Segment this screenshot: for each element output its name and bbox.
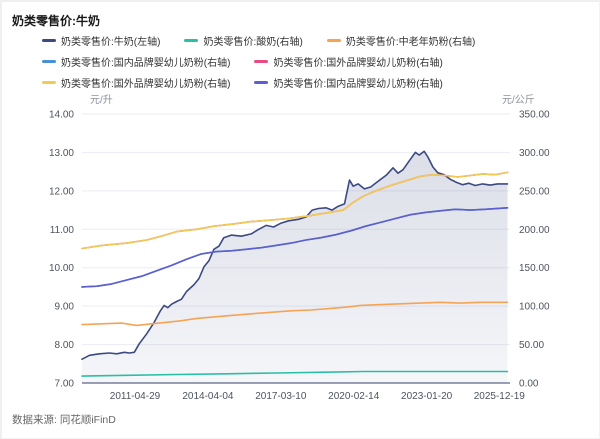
legend-item-label: 奶类零售价:国外品牌婴幼儿奶粉(右轴): [273, 58, 443, 69]
x-axis-tick-label: 2020-02-14: [328, 391, 380, 402]
legend-line-marker-icon: [254, 81, 269, 84]
right-axis-tick-label: 350.00: [519, 110, 550, 121]
legend-item-label: 奶类零售价:中老年奶粉(右轴): [345, 37, 476, 48]
right-axis-tick-label: 150.00: [519, 263, 550, 274]
left-axis-tick-label: 10.00: [49, 263, 74, 274]
right-axis-unit-label: 元/公斤: [502, 95, 535, 106]
left-axis-tick-label: 9.00: [55, 302, 75, 313]
right-axis-tick-label: 50.00: [519, 340, 544, 351]
legend-item-label: 奶类零售价:牛奶(左轴): [61, 37, 161, 48]
x-axis-tick-label: 2025-12-19: [474, 391, 526, 402]
legend-item[interactable]: 奶类零售价:酸奶(右轴): [184, 33, 303, 48]
legend-item-label: 奶类零售价:国内品牌婴幼儿奶粉(右轴): [61, 58, 231, 69]
chart-legend: 奶类零售价:牛奶(左轴) 奶类零售价:酸奶(右轴) 奶类零售价:中老年奶粉(右轴) 奶…: [42, 33, 475, 90]
legend-item[interactable]: 奶类零售价:国内品牌婴幼儿奶粉(右轴): [42, 54, 230, 69]
legend-line-marker-icon: [254, 60, 269, 63]
series-line: [81, 150, 509, 360]
legend-item-label: 奶类零售价:国内品牌婴幼儿奶粉(右轴): [273, 79, 443, 90]
legend-item[interactable]: 奶类零售价:国外品牌婴幼儿奶粉(右轴): [42, 75, 230, 90]
legend-row: 奶类零售价:牛奶(左轴) 奶类零售价:酸奶(右轴) 奶类零售价:中老年奶粉(右轴): [42, 33, 475, 48]
right-axis-tick-label: 250.00: [519, 186, 550, 197]
series-line: [81, 207, 509, 288]
legend-line-marker-icon: [326, 39, 341, 42]
x-axis-tick-label: 2017-03-10: [255, 391, 307, 402]
x-axis-tick-label: 2023-01-20: [401, 391, 453, 402]
legend-line-marker-icon: [42, 81, 56, 84]
left-axis-unit-label: 元/升: [90, 95, 113, 106]
data-source-note: 数据来源: 同花顺iFinD: [12, 414, 116, 426]
left-axis-tick-label: 12.00: [49, 186, 74, 197]
legend-row: 奶类零售价:国外品牌婴幼儿奶粉(右轴) 奶类零售价:国内品牌婴幼儿奶粉(右轴): [42, 75, 475, 90]
legend-item[interactable]: 奶类零售价:中老年奶粉(右轴): [326, 33, 476, 48]
left-axis-tick-label: 8.00: [55, 340, 75, 351]
right-axis-tick-label: 200.00: [519, 225, 550, 236]
right-axis-tick-label: 100.00: [519, 302, 550, 313]
legend-item[interactable]: 奶类零售价:国内品牌婴幼儿奶粉(右轴): [254, 75, 443, 90]
legend-line-marker-icon: [42, 60, 56, 63]
left-axis-tick-label: 13.00: [49, 148, 74, 159]
x-axis-tick-label: 2011-04-29: [110, 391, 161, 402]
chart-title: 奶类零售价:牛奶: [12, 14, 100, 28]
legend-item-label: 奶类零售价:酸奶(右轴): [203, 37, 303, 48]
series-line: [81, 370, 509, 377]
legend-item-label: 奶类零售价:国外品牌婴幼儿奶粉(右轴): [61, 79, 231, 90]
x-axis-tick-label: 2014-04-04: [182, 391, 234, 402]
left-axis-tick-label: 11.00: [50, 225, 75, 236]
left-axis-tick-label: 14.00: [49, 110, 74, 121]
series-line: [81, 301, 509, 327]
left-axis-tick-label: 7.00: [55, 379, 75, 390]
series-line: [81, 171, 509, 250]
right-axis-tick-label: 0.00: [519, 379, 539, 390]
legend-row: 奶类零售价:国内品牌婴幼儿奶粉(右轴) 奶类零售价:国外品牌婴幼儿奶粉(右轴): [42, 54, 475, 69]
legend-line-marker-icon: [184, 39, 199, 42]
series-area-fill: [82, 151, 508, 383]
legend-line-marker-icon: [42, 39, 56, 42]
legend-item[interactable]: 奶类零售价:国外品牌婴幼儿奶粉(右轴): [254, 54, 443, 69]
right-axis-tick-label: 300.00: [519, 148, 550, 159]
legend-item[interactable]: 奶类零售价:牛奶(左轴): [42, 33, 160, 48]
